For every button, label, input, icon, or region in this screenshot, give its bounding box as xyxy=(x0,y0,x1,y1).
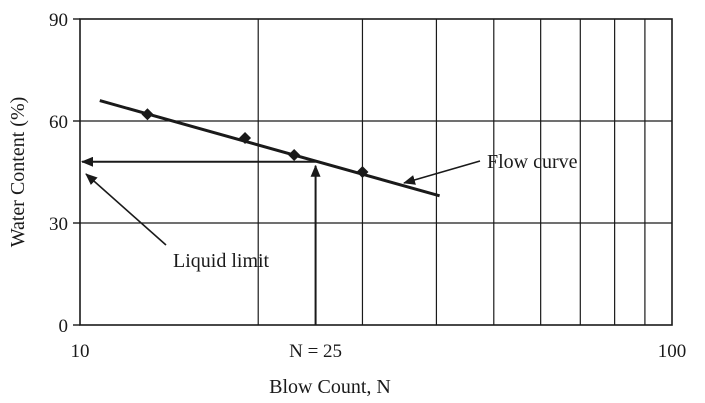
plot-frame xyxy=(79,18,673,326)
flow-curve-label: Flow curve xyxy=(487,151,578,173)
x-tick-label: 100 xyxy=(658,341,687,362)
y-tick-label: 90 xyxy=(49,10,68,31)
x-tick-label: 10 xyxy=(71,341,90,362)
liquid-limit-label: Liquid limit xyxy=(173,250,270,272)
data-point xyxy=(239,132,252,144)
x-axis-title: Blow Count, N xyxy=(269,376,391,398)
labels: Flow curve Liquid limit Blow Count, N Wa… xyxy=(7,97,578,398)
y-tick-label: 60 xyxy=(49,112,68,133)
y-tick-label: 0 xyxy=(59,316,69,337)
flow-curve-line xyxy=(99,99,441,198)
data-point xyxy=(356,166,369,178)
flow-curve-pointer-arrow xyxy=(403,160,481,185)
annotation-arrows xyxy=(81,156,481,325)
grid xyxy=(80,19,672,325)
y-tick-label: 30 xyxy=(49,214,68,235)
axis-ticks: 0 30 60 90 10 N = 25 100 xyxy=(49,10,686,362)
data-points xyxy=(141,108,369,178)
liquid-limit-pointer-arrow xyxy=(85,173,167,246)
x-tick-label: N = 25 xyxy=(289,341,342,362)
data-point xyxy=(288,149,301,161)
data-point xyxy=(141,108,154,121)
y-axis-title: Water Content (%) xyxy=(7,97,29,248)
